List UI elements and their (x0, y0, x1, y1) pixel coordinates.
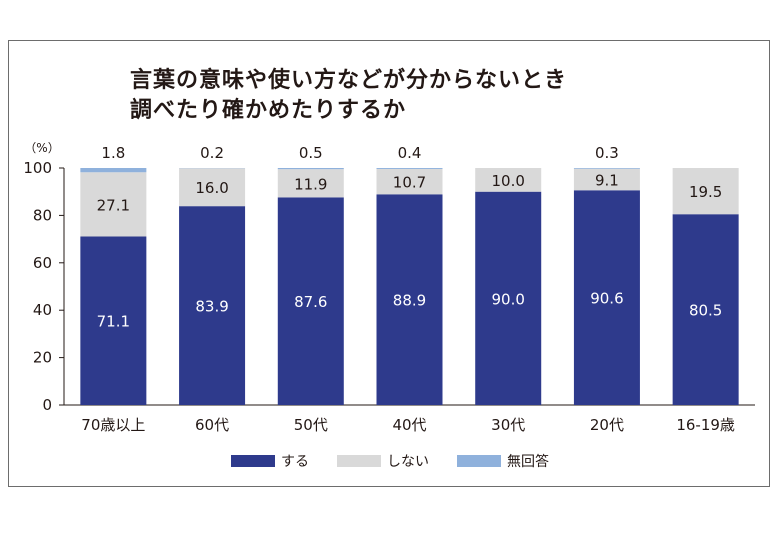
y-tick-label: 20 (33, 349, 52, 367)
legend-item-suru: する (231, 451, 309, 471)
chart-frame (8, 40, 770, 487)
bar-segment-2 (376, 168, 443, 169)
y-tick-label: 40 (33, 301, 52, 319)
data-label-shinai: 27.1 (97, 196, 130, 214)
x-category-label: 40代 (392, 416, 426, 434)
x-category-label: 60代 (195, 416, 229, 434)
bar-segment-0 (277, 197, 344, 405)
data-label-shinai: 19.5 (689, 183, 722, 201)
bar-segment-2 (573, 168, 640, 169)
data-label-mukaitou: 0.5 (299, 144, 323, 162)
x-category-label: 20代 (590, 416, 624, 434)
x-category-label: 50代 (294, 416, 328, 434)
data-label-suru: 90.6 (590, 290, 623, 308)
data-label-shinai: 10.7 (393, 174, 426, 192)
legend-item-shinai: しない (337, 451, 429, 471)
chart-title-line-1: 言葉の意味や使い方などが分からないとき (130, 68, 568, 93)
bar-segment-0 (475, 191, 542, 405)
bar-segment-1 (376, 168, 443, 195)
data-label-mukaitou: 0.3 (595, 144, 619, 162)
data-label-suru: 71.1 (97, 313, 130, 331)
legend-label-shinai: しない (387, 454, 429, 470)
bar-segment-1 (277, 169, 344, 198)
x-category-label: 30代 (491, 416, 525, 434)
data-label-suru: 80.5 (689, 302, 722, 320)
data-label-mukaitou: 1.8 (101, 144, 125, 162)
legend-swatch-shinai (337, 455, 381, 467)
legend-label-suru: する (281, 454, 309, 470)
y-axis-unit: （%） (24, 141, 59, 155)
y-tick-label: 0 (42, 396, 52, 414)
data-label-suru: 88.9 (393, 292, 426, 310)
data-label-shinai: 10.0 (492, 172, 525, 190)
data-label-mukaitou: 0.2 (200, 144, 224, 162)
bar-segment-2 (80, 168, 147, 173)
bar-segment-1 (475, 168, 542, 192)
data-label-shinai: 11.9 (294, 175, 327, 193)
data-label-shinai: 9.1 (595, 171, 619, 189)
bar-segment-0 (376, 194, 443, 405)
x-category-label: 70歳以上 (81, 416, 145, 434)
data-label-shinai: 16.0 (195, 179, 228, 197)
data-label-suru: 90.0 (492, 290, 525, 308)
legend-swatch-suru (231, 455, 275, 467)
bar-segment-2 (277, 168, 344, 170)
chart-legend: する しない 無回答 (0, 452, 780, 470)
x-category-label: 16-19歳 (676, 416, 735, 434)
bar-segment-0 (672, 214, 739, 405)
bar-segment-1 (672, 168, 739, 215)
y-tick-label: 100 (23, 159, 52, 177)
data-label-suru: 87.6 (294, 293, 327, 311)
legend-swatch-mukaitou (457, 455, 501, 467)
bar-segment-1 (80, 172, 147, 237)
y-tick-label: 80 (33, 206, 52, 224)
data-label-mukaitou: 0.4 (398, 144, 422, 162)
bar-segment-0 (179, 206, 246, 405)
bar-segment-0 (80, 236, 147, 405)
y-tick-label: 60 (33, 254, 52, 272)
data-label-suru: 83.9 (195, 298, 228, 316)
legend-item-mukaitou: 無回答 (457, 451, 549, 471)
bar-segment-1 (573, 168, 640, 191)
bar-segment-0 (573, 190, 640, 405)
chart-title-line-2: 調べたり確かめたりするか (130, 98, 407, 123)
bar-segment-1 (179, 168, 246, 207)
legend-label-mukaitou: 無回答 (507, 454, 549, 470)
